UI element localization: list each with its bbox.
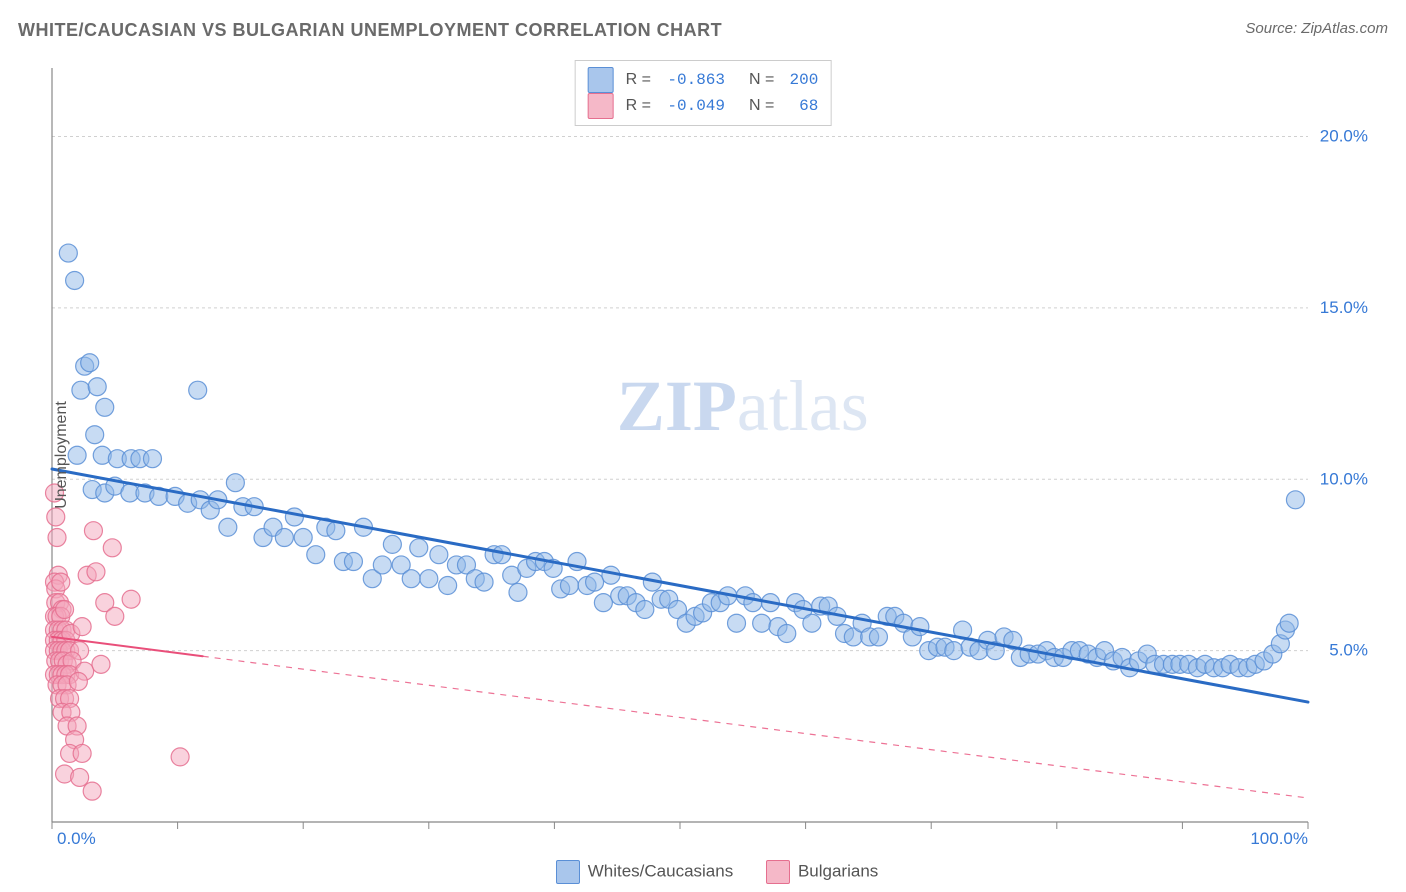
swatch-series-2 — [588, 93, 614, 119]
correlation-legend: R = -0.863 N = 200 R = -0.049 N = 68 — [575, 60, 832, 126]
n-value-2: 68 — [778, 94, 818, 118]
swatch-bottom-1 — [556, 860, 580, 884]
series-name-1: Whites/Caucasians — [588, 861, 734, 880]
svg-text:10.0%: 10.0% — [1320, 469, 1368, 488]
chart-title: WHITE/CAUCASIAN VS BULGARIAN UNEMPLOYMEN… — [18, 20, 1388, 41]
legend-row-series-2: R = -0.049 N = 68 — [588, 93, 819, 119]
n-value-1: 200 — [778, 68, 818, 92]
legend-row-series-1: R = -0.863 N = 200 — [588, 67, 819, 93]
svg-text:ZIPatlas: ZIPatlas — [617, 366, 869, 446]
r-label: R = — [626, 94, 651, 118]
series-legend: Whites/Caucasians Bulgarians — [18, 860, 1388, 884]
svg-text:100.0%: 100.0% — [1250, 829, 1308, 848]
swatch-series-1 — [588, 67, 614, 93]
r-value-2: -0.049 — [655, 94, 725, 118]
swatch-bottom-2 — [766, 860, 790, 884]
source-attribution: Source: ZipAtlas.com — [1245, 20, 1388, 37]
svg-text:5.0%: 5.0% — [1329, 641, 1368, 660]
r-value-1: -0.863 — [655, 68, 725, 92]
source-prefix: Source: — [1245, 20, 1301, 37]
series-name-2: Bulgarians — [798, 861, 878, 880]
scatter-chart: 5.0% 10.0% 15.0% 20.0% ZIPatlas 0.0% 100.0% — [18, 60, 1388, 850]
source-link[interactable]: ZipAtlas.com — [1301, 20, 1388, 37]
svg-text:15.0%: 15.0% — [1320, 298, 1368, 317]
n-label: N = — [749, 68, 774, 92]
svg-text:20.0%: 20.0% — [1320, 127, 1368, 146]
y-axis-label: Unemployment — [53, 401, 71, 509]
chart-container: Unemployment 5.0% 10.0% 15.0% 20.0% ZIPatlas… — [18, 60, 1388, 850]
n-label: N = — [749, 94, 774, 118]
svg-text:0.0%: 0.0% — [57, 829, 96, 848]
r-label: R = — [626, 68, 651, 92]
